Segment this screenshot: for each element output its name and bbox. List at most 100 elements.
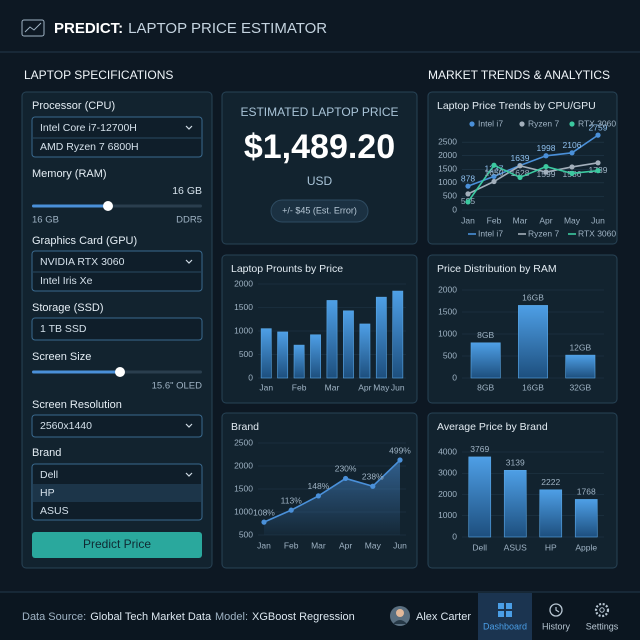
point (543, 153, 549, 159)
legend-label: RTX 3060 (578, 118, 616, 128)
bar (293, 344, 305, 379)
avatar-body (393, 620, 407, 624)
selected-option[interactable]: 2560x1440 (40, 420, 92, 432)
slider-value: 15.6" OLED (152, 381, 203, 392)
selected-option[interactable]: Dell (40, 469, 58, 481)
area (264, 460, 400, 535)
y-tick-label: 1000 (234, 325, 253, 335)
chevron (185, 259, 193, 264)
line (467, 164, 599, 203)
x-tick-label: Jun (393, 540, 407, 550)
estimate-price: $1,489.20 (244, 128, 395, 166)
y-tick-label: 500 (239, 529, 253, 539)
gpu-dropdown[interactable] (31, 250, 203, 292)
nav-item[interactable]: History (542, 621, 571, 631)
bar (503, 469, 527, 538)
x-tick-label: 16GB (522, 382, 544, 392)
annotation: 238% (362, 471, 384, 481)
annotation: 113% (281, 495, 303, 505)
storage-input[interactable] (31, 317, 203, 341)
chart-title: Average Price by Brand (437, 421, 548, 433)
bar (470, 342, 501, 379)
y-tick-label: 500 (443, 191, 457, 201)
y-tick-label: 2000 (234, 460, 253, 470)
bar (343, 310, 354, 379)
point (569, 164, 575, 170)
field-label: Graphics Card (GPU) (32, 235, 137, 247)
model-value: XGBoost Regression (252, 611, 355, 623)
bar (375, 296, 387, 379)
input-value[interactable]: 1 TB SSD (40, 323, 87, 335)
bar (260, 328, 272, 379)
y-tick-label: 1000 (438, 328, 457, 338)
y-tick-label: 0 (452, 372, 457, 382)
value-label: 2759 (589, 122, 608, 132)
section-heading: LAPTOP SPECIFICATIONS (24, 68, 173, 82)
app-title: PREDICT: LAPTOP PRICE ESTIMATOR (54, 20, 327, 37)
legend-marker (519, 121, 525, 127)
bar (310, 334, 321, 379)
value-label: 878 (461, 173, 475, 183)
dropdown-option[interactable]: HP (40, 487, 55, 499)
y-tick-label: 0 (248, 372, 253, 382)
button-label[interactable]: Predict Price (83, 537, 151, 551)
dropdown-option[interactable]: Intel Iris Xe (40, 275, 93, 287)
legend-label: Ryzen 7 (528, 228, 559, 238)
annotation: 108% (253, 507, 275, 517)
avatar-face (396, 609, 404, 617)
chart-title: Laptop Prounts by Price (231, 263, 343, 275)
nav-item[interactable]: Dashboard (483, 621, 527, 631)
dropdown-option[interactable]: AMD Ryzen 7 6800H (40, 141, 139, 153)
point (343, 475, 349, 482)
annotation: 148% (308, 481, 330, 491)
footer (0, 592, 640, 640)
nav-item[interactable]: Settings (586, 621, 619, 631)
point (491, 178, 497, 185)
user-name[interactable]: Alex Carter (416, 611, 471, 623)
slider-value: 16 GB (172, 185, 202, 197)
dashboard-icon (498, 603, 512, 617)
point (397, 457, 403, 463)
point (595, 160, 601, 166)
bar (326, 300, 338, 379)
field-label: Storage (SSD) (32, 302, 104, 314)
chart-title: Price Distribution by RAM (437, 263, 557, 275)
y-tick-label: 2000 (234, 278, 253, 288)
x-tick-label: Dell (472, 542, 487, 552)
error-pill (270, 199, 369, 223)
history-icon-hands (555, 607, 560, 613)
value-label: 1237 (485, 164, 504, 174)
predict-button[interactable] (32, 532, 202, 558)
bar (392, 290, 404, 379)
x-tick-label: May (373, 382, 390, 392)
value-label: 2222 (541, 477, 560, 487)
slider-knob[interactable] (103, 201, 113, 211)
legend-label: Intel i7 (478, 118, 503, 128)
bar (468, 456, 492, 538)
field-label: Memory (RAM) (32, 168, 107, 180)
chevron (185, 423, 193, 428)
selected-option[interactable]: Intel Core i7-12700H (40, 122, 137, 134)
resolution-select[interactable] (31, 414, 203, 438)
field-label: Screen Resolution (32, 399, 122, 411)
x-tick-label: HP (545, 542, 557, 552)
value-label: 1998 (537, 143, 556, 153)
y-tick-label: 0 (452, 204, 457, 214)
nav-active[interactable] (478, 593, 532, 640)
dropdown-option[interactable]: ASUS (40, 505, 69, 517)
legend-label: Intel i7 (478, 228, 503, 238)
estimate-label: ESTIMATED LAPTOP PRICE (240, 105, 398, 119)
logo-icon-line (24, 22, 42, 33)
estimate-card (221, 91, 418, 245)
x-tick-label: Feb (487, 215, 502, 225)
field-label: Screen Size (32, 351, 91, 363)
annotation: 499% (389, 445, 411, 455)
y-tick-label: 2000 (438, 489, 457, 499)
slider-knob[interactable] (115, 367, 125, 377)
x-tick-label: Mar (311, 540, 326, 550)
point (261, 519, 267, 525)
cpu-dropdown[interactable] (31, 116, 203, 158)
legend-label: Ryzen 7 (528, 118, 559, 128)
point (569, 150, 575, 156)
selected-option[interactable]: NVIDIA RTX 3060 (40, 256, 125, 268)
